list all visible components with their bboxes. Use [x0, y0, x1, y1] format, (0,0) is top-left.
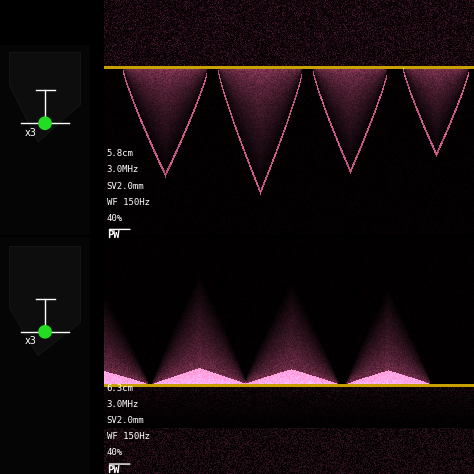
Text: 3.0MHz: 3.0MHz	[107, 400, 139, 409]
Text: 40%: 40%	[107, 448, 123, 457]
Text: PW: PW	[107, 230, 119, 240]
Text: 5.8cm: 5.8cm	[107, 149, 134, 158]
Text: 40%: 40%	[107, 214, 123, 223]
Text: x3: x3	[25, 336, 37, 346]
Polygon shape	[9, 246, 81, 356]
Text: SV2.0mm: SV2.0mm	[107, 182, 144, 191]
Text: 3.0MHz: 3.0MHz	[107, 165, 139, 174]
Bar	[0, 45, 90, 235]
Polygon shape	[9, 52, 81, 142]
Bar	[0, 237, 90, 474]
Text: WF 150Hz: WF 150Hz	[107, 432, 150, 441]
Circle shape	[39, 326, 51, 338]
Text: x3: x3	[25, 128, 37, 138]
Text: PW: PW	[107, 465, 119, 474]
Text: SV2.0mm: SV2.0mm	[107, 416, 144, 425]
Text: WF 150Hz: WF 150Hz	[107, 198, 150, 207]
Text: 6.3cm: 6.3cm	[107, 384, 134, 393]
Circle shape	[39, 117, 51, 129]
